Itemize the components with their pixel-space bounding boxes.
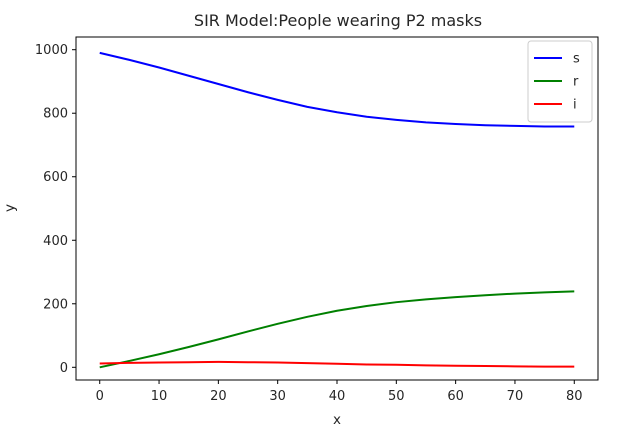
y-tick-label: 400 [43, 234, 68, 249]
x-tick-label: 50 [388, 389, 405, 404]
y-axis-title: y [2, 204, 18, 212]
y-tick-label: 800 [43, 107, 68, 122]
x-tick-label: 0 [96, 389, 104, 404]
series-line-r [99, 290, 575, 369]
legend-label-s: s [573, 52, 580, 67]
y-axis: 0 200 400 600 800 1000 [35, 43, 76, 376]
x-axis-title: x [333, 412, 341, 428]
x-tick-label: 20 [210, 389, 227, 404]
x-tick-label: 80 [566, 389, 583, 404]
plot-area [75, 36, 599, 381]
legend-label-i: i [573, 98, 577, 113]
x-tick-label: 60 [447, 389, 464, 404]
series-line-s [99, 51, 575, 128]
legend: sri [527, 40, 593, 123]
y-tick-label: 1000 [35, 43, 68, 58]
x-tick-label: 70 [507, 389, 524, 404]
y-tick-label: 0 [60, 361, 68, 376]
series-line-i [99, 360, 575, 368]
chart-title: SIR Model:People wearing P2 masks [194, 11, 482, 30]
series-layer [99, 51, 575, 369]
legend-label-r: r [573, 75, 579, 90]
x-tick-label: 10 [151, 389, 168, 404]
x-tick-label: 40 [329, 389, 346, 404]
x-tick-label: 30 [269, 389, 286, 404]
y-tick-label: 200 [43, 297, 68, 312]
y-tick-label: 600 [43, 170, 68, 185]
x-axis: 0 10 20 30 40 50 60 70 80 [96, 380, 583, 404]
